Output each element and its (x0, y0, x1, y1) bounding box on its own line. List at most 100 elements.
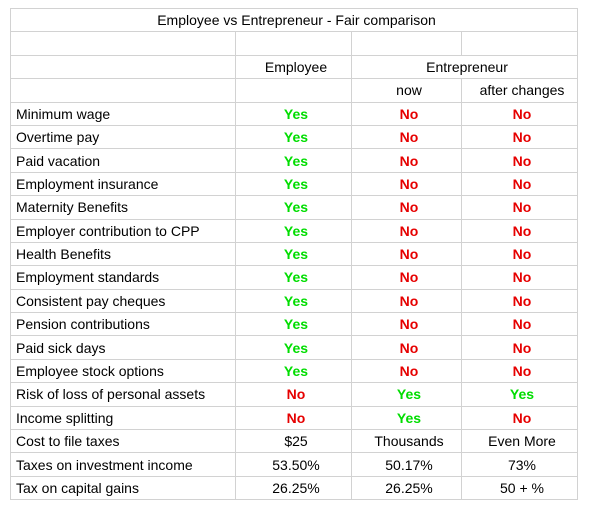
subheader-row: now after changes (10, 78, 578, 103)
entrepreneur-now-value: 50.17% (351, 452, 462, 477)
row-label: Consistent pay cheques (10, 288, 236, 314)
entrepreneur-after-value: No (461, 288, 578, 314)
row-label: Minimum wage (10, 101, 236, 126)
employee-value: No (235, 382, 352, 407)
row-label: Tax on capital gains (10, 475, 236, 501)
empty-cell (10, 78, 236, 103)
table-row: Employment standards Yes No No (10, 265, 578, 290)
entrepreneur-after-value: No (461, 241, 578, 267)
employee-value: Yes (235, 241, 352, 267)
entrepreneur-after-value: No (461, 171, 578, 197)
employee-value: 53.50% (235, 452, 352, 477)
row-label: Risk of loss of personal assets (10, 382, 236, 407)
employee-value: 26.25% (235, 475, 352, 501)
table-row: Income splitting No Yes No (10, 405, 578, 431)
title-row: Employee vs Entrepreneur - Fair comparis… (10, 7, 578, 33)
entrepreneur-after-value: No (461, 124, 578, 150)
row-label: Pension contributions (10, 312, 236, 337)
entrepreneur-now-value: No (351, 335, 462, 360)
header-after-changes: after changes (461, 78, 578, 103)
row-label: Overtime pay (10, 124, 236, 150)
entrepreneur-after-value: No (461, 195, 578, 220)
employee-value: $25 (235, 429, 352, 454)
entrepreneur-now-value: No (351, 195, 462, 220)
entrepreneur-after-value: No (461, 405, 578, 431)
comparison-table-body: Employee vs Entrepreneur - Fair comparis… (10, 7, 578, 501)
entrepreneur-now-value: Yes (351, 382, 462, 407)
table-row: Cost to file taxes $25 Thousands Even More (10, 429, 578, 454)
entrepreneur-now-value: 26.25% (351, 475, 462, 501)
table-row: Employer contribution to CPP Yes No No (10, 218, 578, 243)
spacer-row (10, 31, 578, 56)
row-label: Taxes on investment income (10, 452, 236, 477)
row-label: Employee stock options (10, 358, 236, 384)
employee-value: Yes (235, 101, 352, 126)
empty-cell (461, 31, 578, 56)
header-employee: Employee (235, 54, 352, 80)
entrepreneur-after-value: No (461, 265, 578, 290)
entrepreneur-after-value: No (461, 218, 578, 243)
employee-value: Yes (235, 171, 352, 197)
entrepreneur-after-value: No (461, 101, 578, 126)
row-label: Income splitting (10, 405, 236, 431)
row-label: Employment standards (10, 265, 236, 290)
employee-value: Yes (235, 148, 352, 173)
entrepreneur-after-value: 50 + % (461, 475, 578, 501)
table-row: Minimum wage Yes No No (10, 101, 578, 126)
empty-cell (10, 54, 236, 80)
entrepreneur-after-value: No (461, 148, 578, 173)
entrepreneur-now-value: No (351, 288, 462, 314)
table-row: Tax on capital gains 26.25% 26.25% 50 + % (10, 475, 578, 501)
entrepreneur-after-value: 73% (461, 452, 578, 477)
empty-cell (10, 31, 236, 56)
empty-cell (235, 31, 352, 56)
table-row: Health Benefits Yes No No (10, 241, 578, 267)
table-row: Consistent pay cheques Yes No No (10, 288, 578, 314)
employee-value: Yes (235, 335, 352, 360)
entrepreneur-after-value: Even More (461, 429, 578, 454)
row-label: Cost to file taxes (10, 429, 236, 454)
header-now: now (351, 78, 462, 103)
employee-value: Yes (235, 312, 352, 337)
entrepreneur-now-value: No (351, 101, 462, 126)
entrepreneur-now-value: No (351, 218, 462, 243)
header-row: Employee Entrepreneur (10, 54, 578, 80)
table-row: Employee stock options Yes No No (10, 358, 578, 384)
row-label: Paid sick days (10, 335, 236, 360)
entrepreneur-after-value: No (461, 312, 578, 337)
entrepreneur-after-value: Yes (461, 382, 578, 407)
employee-value: Yes (235, 195, 352, 220)
empty-cell (351, 31, 462, 56)
entrepreneur-now-value: No (351, 171, 462, 197)
empty-cell (235, 78, 352, 103)
entrepreneur-after-value: No (461, 335, 578, 360)
entrepreneur-after-value: No (461, 358, 578, 384)
row-label: Health Benefits (10, 241, 236, 267)
row-label: Employer contribution to CPP (10, 218, 236, 243)
comparison-table: Employee vs Entrepreneur - Fair comparis… (10, 7, 578, 501)
table-row: Employment insurance Yes No No (10, 171, 578, 197)
table-row: Risk of loss of personal assets No Yes Yes (10, 382, 578, 407)
entrepreneur-now-value: Yes (351, 405, 462, 431)
table-row: Paid sick days Yes No No (10, 335, 578, 360)
row-label: Employment insurance (10, 171, 236, 197)
entrepreneur-now-value: No (351, 312, 462, 337)
entrepreneur-now-value: Thousands (351, 429, 462, 454)
header-entrepreneur: Entrepreneur (351, 54, 578, 80)
entrepreneur-now-value: No (351, 148, 462, 173)
entrepreneur-now-value: No (351, 358, 462, 384)
employee-value: Yes (235, 358, 352, 384)
employee-value: Yes (235, 218, 352, 243)
employee-value: Yes (235, 265, 352, 290)
employee-value: No (235, 405, 352, 431)
employee-value: Yes (235, 124, 352, 150)
entrepreneur-now-value: No (351, 265, 462, 290)
entrepreneur-now-value: No (351, 124, 462, 150)
row-label: Paid vacation (10, 148, 236, 173)
table-row: Overtime pay Yes No No (10, 124, 578, 150)
table-row: Paid vacation Yes No No (10, 148, 578, 173)
row-label: Maternity Benefits (10, 195, 236, 220)
table-row: Pension contributions Yes No No (10, 312, 578, 337)
entrepreneur-now-value: No (351, 241, 462, 267)
table-row: Maternity Benefits Yes No No (10, 195, 578, 220)
